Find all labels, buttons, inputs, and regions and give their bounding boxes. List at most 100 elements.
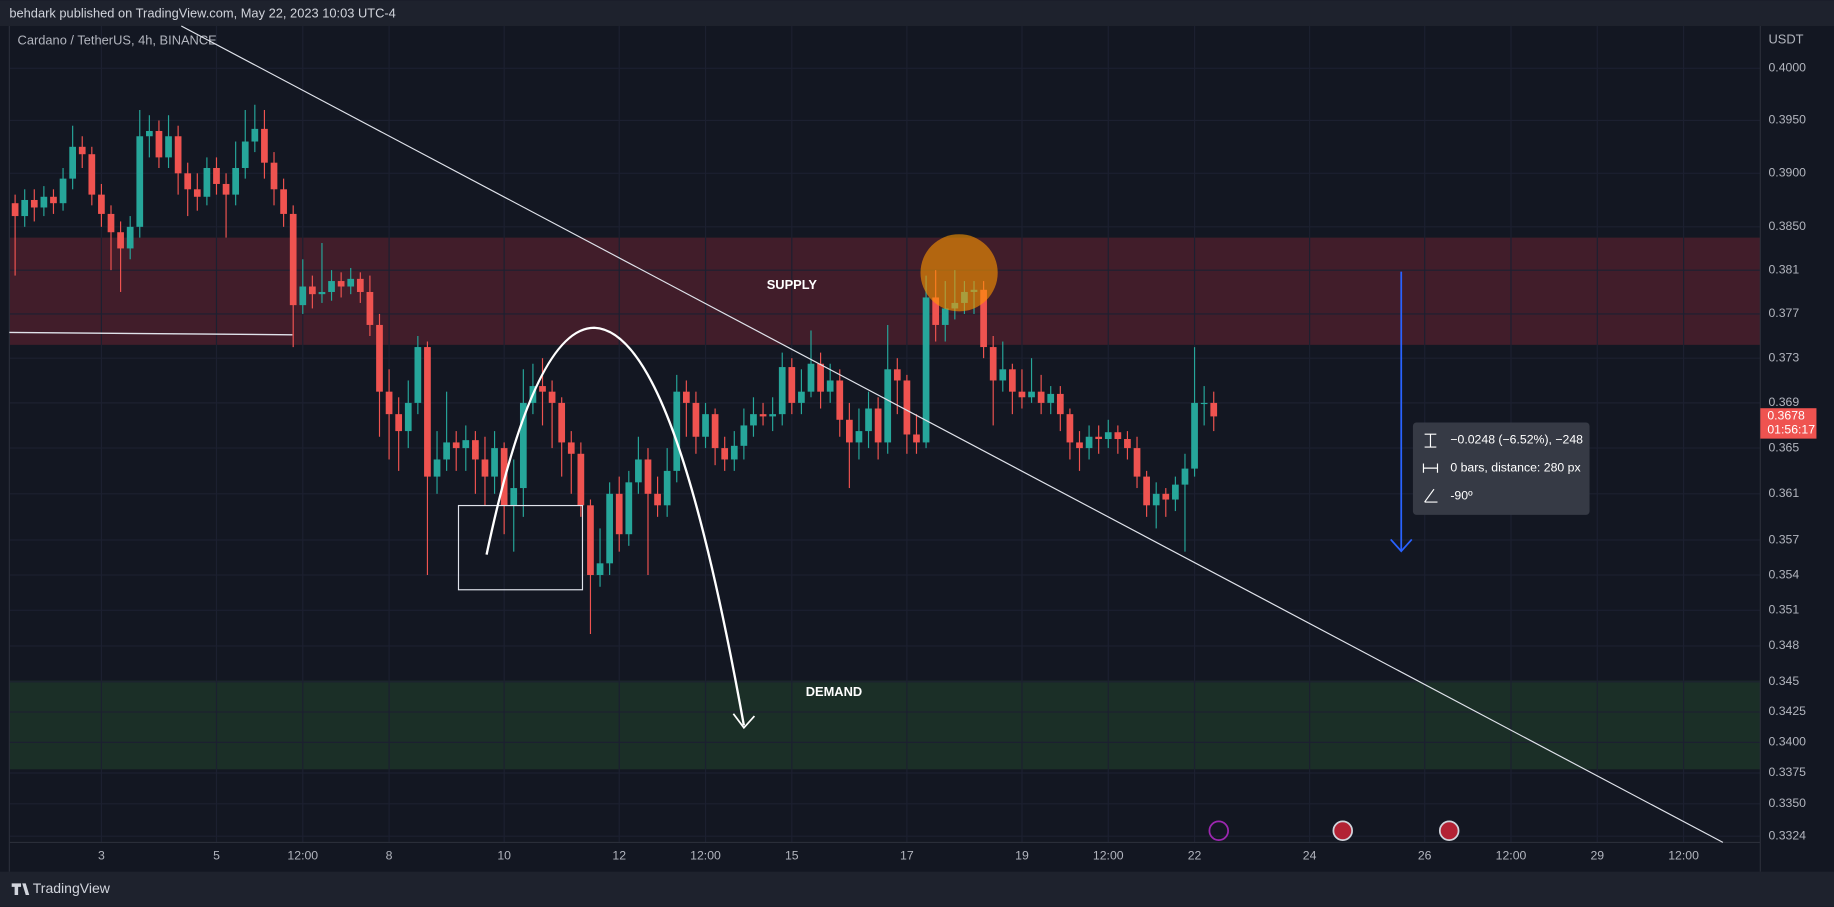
y-tick-label: 0.3950 [1769, 113, 1807, 127]
candle-body [587, 505, 594, 576]
rectangle [457, 504, 584, 591]
candle-body [798, 391, 805, 403]
y-tick-label: 0.369 [1769, 395, 1800, 409]
candle-body [817, 363, 824, 392]
candle-body [30, 199, 38, 208]
measure-text: −0.0248 (−6.52%), −248 [1450, 432, 1583, 446]
candle-body [261, 128, 268, 163]
candle-body [874, 408, 882, 443]
candle-body [424, 347, 431, 477]
candle-body [893, 369, 901, 381]
candle-body [1210, 402, 1218, 417]
candle-body [932, 297, 940, 325]
zone [9, 237, 1761, 345]
x-tick-label: 22 [1188, 849, 1202, 863]
y-tick-label: 0.351 [1769, 603, 1800, 617]
icon [1424, 433, 1437, 448]
brand: TradingView [33, 880, 111, 896]
candle-body [1037, 391, 1045, 403]
candle-body [117, 232, 124, 249]
candle-body [1028, 391, 1035, 398]
candle-body [663, 470, 671, 506]
event-icon[interactable] [1208, 820, 1230, 841]
candle-body [443, 442, 450, 460]
candle-body [356, 278, 364, 292]
y-tick-label: 0.377 [1769, 306, 1800, 320]
candle-body [452, 442, 460, 449]
y-tick-label: 0.3375 [1769, 765, 1807, 779]
candle-body [107, 213, 115, 233]
candle-body [778, 367, 786, 415]
candle-body [1181, 468, 1189, 485]
candle-body [635, 459, 642, 483]
candle-body [1143, 476, 1150, 506]
measure-text: 0 bars, distance: 280 px [1450, 460, 1580, 474]
x-tick-label: 12:00 [1093, 849, 1124, 863]
candle-body [491, 448, 498, 477]
candle-body [366, 291, 374, 325]
y-tick-label: 0.381 [1769, 262, 1800, 276]
countdown: 01:56:17 [1767, 423, 1815, 437]
candle-body [1162, 493, 1170, 500]
candle-body [1172, 484, 1179, 500]
y-tick-label: 0.3850 [1769, 219, 1807, 233]
candle-body [1066, 414, 1074, 443]
highlight-circle [920, 234, 998, 312]
candle-body [193, 189, 201, 197]
candle-body [606, 493, 613, 564]
footer [0, 871, 1834, 907]
x-tick-label: 3 [98, 849, 105, 863]
candle-body [174, 136, 182, 174]
candle-body [50, 196, 57, 204]
event-icon[interactable] [1332, 820, 1353, 841]
candle-body [865, 408, 872, 432]
arc-arrow [485, 326, 746, 726]
candle-body [232, 167, 240, 195]
candle-body [922, 297, 930, 443]
event-icon[interactable] [1438, 820, 1460, 841]
y-tick-label: 0.3324 [1769, 828, 1807, 842]
candle-body [433, 459, 441, 477]
publish-info: behdark published on TradingView.com, Ma… [9, 6, 396, 21]
y-tick-label: 0.345 [1769, 674, 1800, 688]
candle-body [155, 130, 163, 158]
candle-body [644, 459, 652, 494]
candle-body [740, 425, 748, 446]
candle-body [299, 286, 307, 306]
candle-body [318, 291, 326, 295]
candle-body [1018, 391, 1026, 398]
candle-body [347, 278, 355, 287]
x-tick-label: 24 [1303, 849, 1317, 863]
trendline [181, 25, 1724, 843]
measure-text: -90º [1450, 488, 1473, 502]
candle-body [692, 402, 700, 437]
candle-body [539, 386, 546, 392]
candle-body [721, 448, 729, 460]
candle-body [1085, 436, 1093, 449]
candle-body [1124, 439, 1131, 449]
candle-body [625, 482, 633, 535]
candle-body [1104, 432, 1112, 440]
x-tick-label: 17 [900, 849, 914, 863]
candle-body [184, 173, 192, 190]
candle-body [836, 380, 844, 420]
candle-body [1009, 369, 1016, 392]
candle-body [88, 154, 96, 195]
plot-area: SUPPLY DEMAND [9, 25, 1761, 843]
candle-body [845, 419, 853, 443]
candle-body [567, 442, 575, 454]
candle-body [136, 136, 144, 227]
x-tick-label: 19 [1015, 849, 1029, 863]
last-price-box [1760, 408, 1817, 439]
y-tick-label: 0.361 [1769, 486, 1800, 500]
candle-body [702, 414, 709, 437]
candle-body [337, 281, 345, 287]
candle-body [558, 402, 566, 443]
candle-body [1047, 393, 1055, 403]
candle-body [404, 402, 412, 432]
zone-label: DEMAND [806, 684, 862, 699]
candle-body [673, 391, 681, 471]
y-tick-label: 0.3350 [1769, 796, 1807, 810]
measure-arrow [1390, 538, 1413, 553]
candle-body [1191, 402, 1198, 469]
